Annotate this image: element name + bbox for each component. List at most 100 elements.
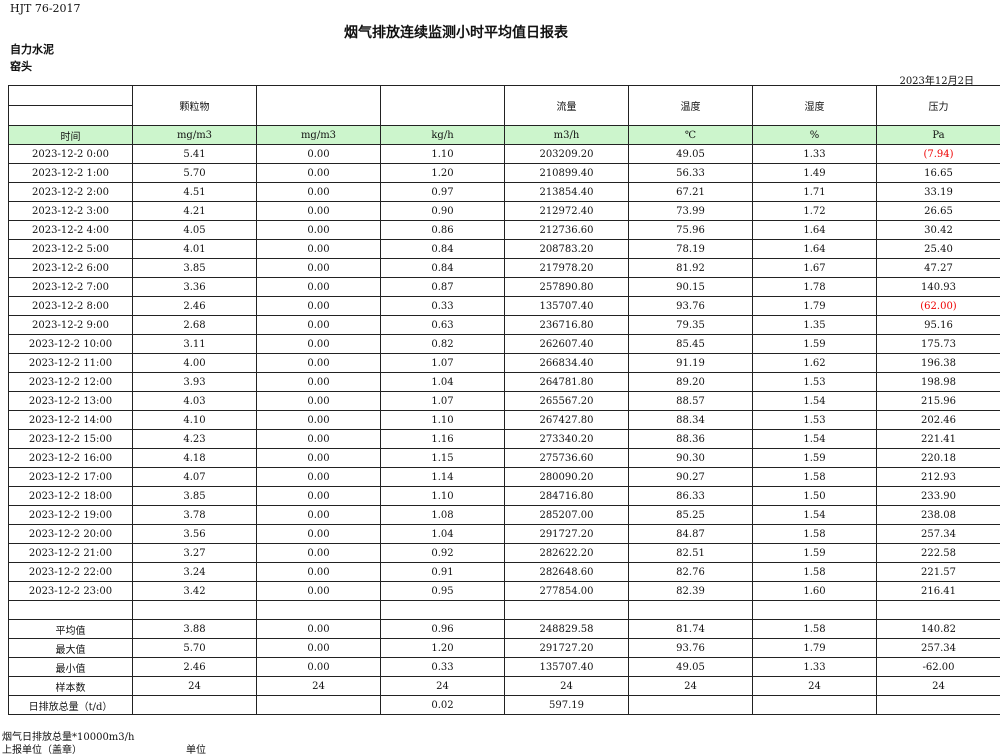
table-row-cell: 1.79	[753, 297, 877, 316]
summary-row-cell: 81.74	[629, 620, 753, 639]
summary-row-cell: 样本数	[9, 677, 133, 696]
table-row-cell: 1.15	[381, 449, 505, 468]
summary-row-cell: 0.00	[257, 639, 381, 658]
table-row-cell: 135707.40	[505, 297, 629, 316]
summary-row-cell: 24	[753, 677, 877, 696]
blank-cell	[753, 601, 877, 620]
table-row-cell: 4.23	[133, 430, 257, 449]
summary-row-cell	[257, 696, 381, 715]
table-row-cell: 4.03	[133, 392, 257, 411]
table-row-cell: 212736.60	[505, 221, 629, 240]
table-row-cell: 1.53	[753, 373, 877, 392]
table-row-cell: 140.93	[877, 278, 1000, 297]
report-title: 烟气排放连续监测小时平均值日报表	[344, 22, 568, 42]
summary-row-cell: 0.33	[381, 658, 505, 677]
table-row-cell: 2023-12-2 19:00	[9, 506, 133, 525]
table-row-cell: 3.78	[133, 506, 257, 525]
table-row-cell: 2023-12-2 5:00	[9, 240, 133, 259]
table-row-cell: 88.57	[629, 392, 753, 411]
table-row-cell: 0.84	[381, 259, 505, 278]
table-row-cell: 2023-12-2 13:00	[9, 392, 133, 411]
table-row-cell: 2023-12-2 23:00	[9, 582, 133, 601]
table-row-cell: 4.51	[133, 183, 257, 202]
table-row-cell: 49.05	[629, 145, 753, 164]
table-row-cell: 2023-12-2 7:00	[9, 278, 133, 297]
table-row-cell: 222.58	[877, 544, 1000, 563]
table-row-cell: 3.11	[133, 335, 257, 354]
table-row-cell: 285207.00	[505, 506, 629, 525]
summary-row-cell: 24	[505, 677, 629, 696]
table-row-cell: 0.00	[257, 335, 381, 354]
table-row-cell: 88.34	[629, 411, 753, 430]
table-row-cell: 236716.80	[505, 316, 629, 335]
table-row-cell: 0.00	[257, 411, 381, 430]
table-row-cell: 1.53	[753, 411, 877, 430]
table-row-cell: 5.70	[133, 164, 257, 183]
summary-row-cell: 日排放总量（t/d）	[9, 696, 133, 715]
table-row-cell: 33.19	[877, 183, 1000, 202]
table-row-cell: 1.10	[381, 487, 505, 506]
table-row-cell: 0.92	[381, 544, 505, 563]
table-row-cell: 175.73	[877, 335, 1000, 354]
summary-row-cell: 0.00	[257, 658, 381, 677]
table-row-cell: 0.00	[257, 468, 381, 487]
unit-cell: ℃	[629, 126, 753, 145]
table-row-cell: 266834.40	[505, 354, 629, 373]
summary-row-cell: 1.33	[753, 658, 877, 677]
header-row: 颗粒物 流量 温度 湿度 压力	[9, 86, 1000, 126]
table-row-cell: 89.20	[629, 373, 753, 392]
table-row-cell: 0.84	[381, 240, 505, 259]
table-row-cell: 4.07	[133, 468, 257, 487]
unit-cell: 时间	[9, 126, 133, 145]
table-row-cell: 56.33	[629, 164, 753, 183]
table-row-cell: 1.58	[753, 563, 877, 582]
column-name: 湿度	[753, 86, 877, 126]
summary-row-cell: 135707.40	[505, 658, 629, 677]
table-row-cell: 0.33	[381, 297, 505, 316]
summary-row-cell: 1.58	[753, 620, 877, 639]
table-row-cell: 202.46	[877, 411, 1000, 430]
table-row-cell: 220.18	[877, 449, 1000, 468]
blank-cell	[505, 601, 629, 620]
table-row-cell: 86.33	[629, 487, 753, 506]
table-row-cell: 0.00	[257, 506, 381, 525]
table-row-cell: 82.51	[629, 544, 753, 563]
table-row-cell: 2023-12-2 6:00	[9, 259, 133, 278]
table-row-cell: 212.93	[877, 468, 1000, 487]
table-row-cell: 257.34	[877, 525, 1000, 544]
summary-row-cell: 5.70	[133, 639, 257, 658]
blank-cell	[877, 601, 1000, 620]
table-row-cell: 0.00	[257, 297, 381, 316]
table-row-cell: 213854.40	[505, 183, 629, 202]
table-row-cell: 2023-12-2 14:00	[9, 411, 133, 430]
footer-unit-label: 单位	[186, 741, 206, 756]
table-row-cell: 0.00	[257, 316, 381, 335]
table-row-cell: 291727.20	[505, 525, 629, 544]
company-name: 自力水泥	[10, 41, 54, 57]
unit-cell: m3/h	[505, 126, 629, 145]
table-row-cell: 238.08	[877, 506, 1000, 525]
table-row-cell: 85.25	[629, 506, 753, 525]
table-row-cell: 233.90	[877, 487, 1000, 506]
summary-row-cell: 0.96	[381, 620, 505, 639]
table-row-cell: 1.64	[753, 240, 877, 259]
table-row-cell: 47.27	[877, 259, 1000, 278]
table-row-cell: 4.10	[133, 411, 257, 430]
table-row-cell: 1.10	[381, 411, 505, 430]
table-row-cell: 0.00	[257, 145, 381, 164]
table-row-cell: 0.00	[257, 183, 381, 202]
table-row-cell: 0.00	[257, 430, 381, 449]
table-row-cell: 1.64	[753, 221, 877, 240]
table-row-cell: 1.33	[753, 145, 877, 164]
table-row-cell: 0.86	[381, 221, 505, 240]
summary-row-cell: 24	[877, 677, 1000, 696]
